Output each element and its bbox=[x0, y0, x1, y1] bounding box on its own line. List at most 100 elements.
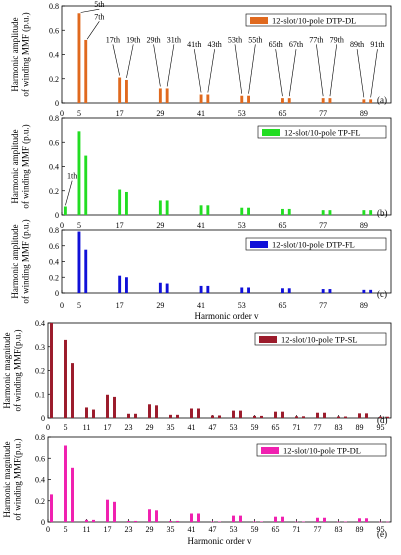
panel-1-annotation-arrow bbox=[80, 8, 100, 13]
panel-1-bar bbox=[281, 98, 284, 103]
panel-2-ytick-label: 0.4 bbox=[49, 163, 59, 172]
panel-1-bar bbox=[328, 98, 332, 103]
panel-5-xtick-label: 65 bbox=[272, 525, 280, 534]
panel-5-xtick-label: 35 bbox=[167, 525, 175, 534]
panel-5-ylabel: Harmonic magnitudeof winding MMF(p.u.) bbox=[2, 438, 22, 520]
panel-2-bar bbox=[328, 210, 332, 215]
panel-4-bar bbox=[190, 408, 193, 418]
panel-1-bar bbox=[199, 94, 203, 103]
panel-4-bar bbox=[127, 413, 130, 418]
panel-5-bar bbox=[253, 521, 256, 522]
panel-5-xtick-label: 89 bbox=[356, 525, 364, 534]
panel-5-bar bbox=[134, 520, 137, 522]
panel-2-xtick-label: 41 bbox=[197, 221, 205, 230]
panel-1-bar bbox=[77, 13, 81, 103]
panel-3-xlabel: Harmonic order v bbox=[195, 311, 259, 321]
panel-5-ytick-label: 0.2 bbox=[35, 497, 45, 506]
panel-1-annotation: 43th bbox=[208, 40, 222, 49]
panel-3-bar bbox=[84, 249, 88, 293]
panel-1-bar bbox=[321, 98, 325, 103]
panel-3-panel-label: (c) bbox=[377, 289, 387, 299]
panel-3-bar bbox=[328, 289, 332, 293]
panel-4-xtick-label: 23 bbox=[125, 423, 133, 432]
panel-1-xtick-label: 17 bbox=[116, 109, 124, 118]
panel-4-xtick-label: 11 bbox=[83, 423, 91, 432]
panel-4-bar bbox=[379, 416, 382, 418]
panel-2-bar bbox=[118, 189, 122, 215]
panel-3-ytick-label: 0 bbox=[55, 289, 59, 298]
panel-1-bar bbox=[240, 95, 244, 103]
panel-2-bar bbox=[369, 210, 373, 215]
panel-1-xtick-label: 5 bbox=[77, 109, 81, 118]
panel-5-ylabel-line1: Harmonic magnitude bbox=[2, 441, 12, 517]
panel-3-bar bbox=[199, 285, 203, 293]
panel-1-bar bbox=[247, 95, 250, 103]
panel-5-bar bbox=[386, 521, 389, 523]
panel-4-bar bbox=[281, 411, 284, 418]
panel-5-bar bbox=[155, 510, 158, 522]
panel-5-legend-swatch bbox=[261, 447, 279, 454]
panel-3-ylabel-line1: Harmonic amplitude bbox=[10, 224, 20, 298]
panel-4-xtick-label: 77 bbox=[314, 423, 322, 432]
panel-3-bar bbox=[240, 287, 244, 293]
panel-1-panel-label: (a) bbox=[377, 95, 387, 105]
panel-5-xtick-label: 41 bbox=[188, 525, 196, 534]
panel-2-ytick-label: 0.2 bbox=[49, 187, 59, 196]
panel-4-ytick-label: 0.2 bbox=[35, 367, 45, 376]
panel-4-xtick-label: 5 bbox=[64, 423, 68, 432]
panel-4-xtick-label: 41 bbox=[188, 423, 196, 432]
panel-1-ylabel-line2: of winding MMF (p.u.) bbox=[21, 12, 31, 96]
panel-4-xtick-label: 53 bbox=[230, 423, 238, 432]
panel-1-bar bbox=[165, 88, 169, 103]
panel-4-bar bbox=[148, 404, 151, 418]
panel-4-bar bbox=[316, 412, 319, 418]
panel-4-bar bbox=[253, 415, 256, 418]
panel-4-xtick-label: 29 bbox=[146, 423, 154, 432]
panel-1-annotation-arrow bbox=[288, 49, 297, 97]
panel-4-bar bbox=[169, 414, 172, 418]
panel-5-bar bbox=[92, 519, 95, 522]
panel-5-bar bbox=[316, 517, 319, 522]
panel-4-bar bbox=[113, 396, 116, 418]
panel-1-ylabel-line1: Harmonic amplitude bbox=[10, 17, 20, 91]
panel-1-annotation: 31th bbox=[167, 35, 181, 44]
panel-1-legend-swatch bbox=[250, 17, 268, 24]
panel-4-bar bbox=[134, 413, 137, 418]
panel-5-xtick-label: 77 bbox=[314, 525, 322, 534]
panel-5-xtick-label: 5 bbox=[64, 525, 68, 534]
panel-5-xtick-label: 29 bbox=[146, 525, 154, 534]
panel-1-annotation: 17th bbox=[106, 35, 120, 44]
panel-4-bar bbox=[239, 410, 242, 418]
panel-4-bar bbox=[211, 415, 214, 418]
panel-5-xtick-label: 0 bbox=[46, 525, 50, 534]
panel-1-bar bbox=[287, 98, 291, 103]
panel-5-bar bbox=[274, 516, 277, 522]
panel-5-bar bbox=[197, 513, 200, 522]
panel-4-xtick-label: 71 bbox=[293, 423, 301, 432]
panel-1-xtick-label: 89 bbox=[360, 109, 368, 118]
panel-5-bar bbox=[344, 521, 347, 523]
panel-3-bar bbox=[165, 283, 169, 293]
panel-4-bar bbox=[197, 408, 200, 418]
panel-4-xtick-label: 65 bbox=[272, 423, 280, 432]
panel-4-bar bbox=[260, 415, 263, 418]
panel-1-bar bbox=[206, 94, 210, 103]
panel-5-bar bbox=[64, 445, 67, 522]
panel-3-bar bbox=[118, 275, 122, 293]
panel-5-panel-label: (e) bbox=[377, 529, 387, 539]
panel-5-xtick-label: 83 bbox=[335, 525, 343, 534]
panel-2-xtick-label: 77 bbox=[319, 221, 327, 230]
panel-4-xtick-label: 0 bbox=[46, 423, 50, 432]
panel-1-annotation: 55th bbox=[248, 35, 262, 44]
panel-2-xtick-label: 0 bbox=[60, 221, 64, 230]
panel-1-annotation-arrow bbox=[126, 44, 134, 79]
panel-2-bar bbox=[165, 200, 169, 215]
panel-5-bar bbox=[211, 521, 214, 522]
panel-5-bar bbox=[302, 521, 305, 523]
panel-5-bar bbox=[232, 515, 235, 522]
panel-1-annotation: 29th bbox=[146, 35, 160, 44]
panel-1-bar bbox=[369, 99, 373, 103]
panel-2-ylabel-line2: of winding MMF (p.u.) bbox=[21, 124, 31, 208]
panel-2-bar bbox=[240, 207, 244, 215]
panel-5-xtick-label: 71 bbox=[293, 525, 301, 534]
